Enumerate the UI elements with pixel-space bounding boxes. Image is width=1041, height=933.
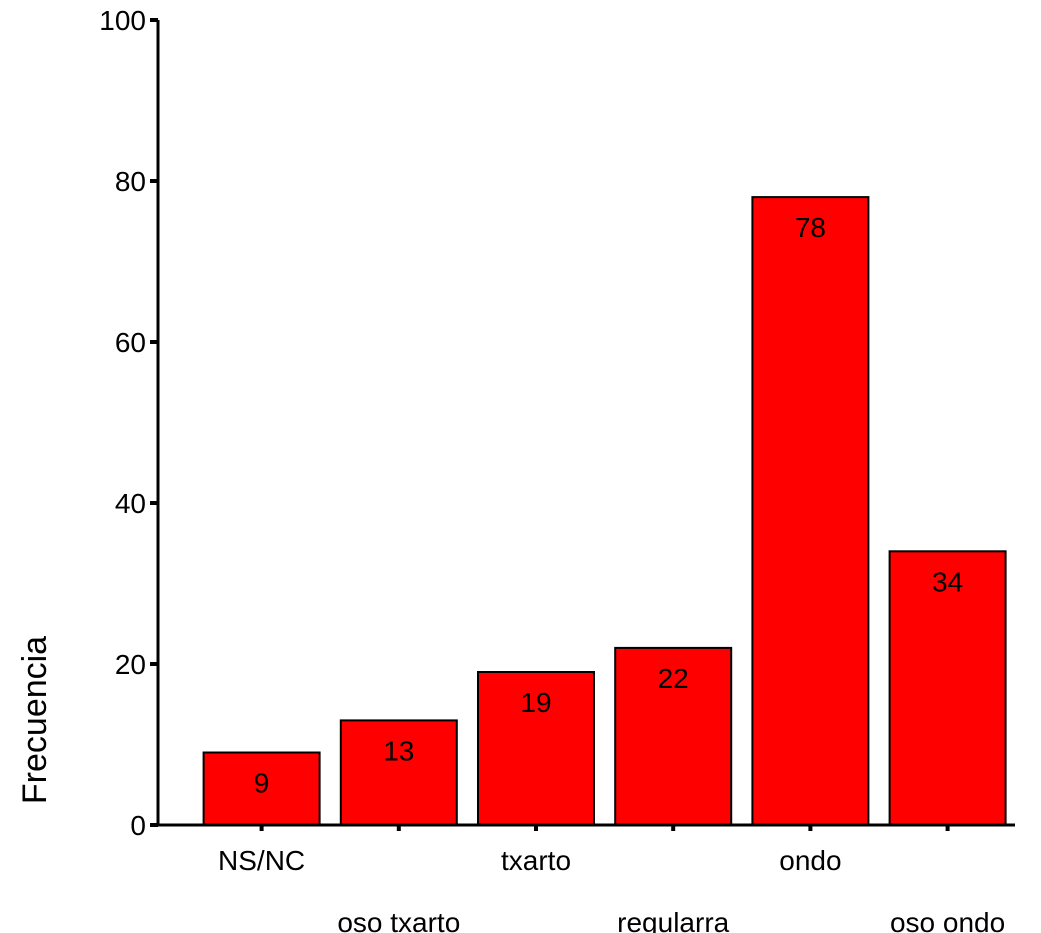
y-tick-label: 20 xyxy=(115,649,146,680)
labels-group: 9 13 19 22 78 34 xyxy=(254,212,963,798)
x-category-label: txarto xyxy=(501,845,571,876)
bar-txarto xyxy=(477,671,595,826)
bar-ondo xyxy=(751,196,870,827)
axes-group: 0 20 40 60 80 100 NS/NC oso txarto txarto regular… xyxy=(99,5,1015,933)
x-category-label: regularra xyxy=(617,907,729,933)
x-category-label: oso txarto xyxy=(337,907,460,933)
x-category-label: NS/NC xyxy=(218,845,305,876)
bar-value-label: 34 xyxy=(932,566,963,597)
y-tick-label: 80 xyxy=(115,166,146,197)
y-tick-label: 40 xyxy=(115,488,146,519)
x-category-label: ondo xyxy=(779,845,841,876)
bar-ns-nc xyxy=(202,751,321,826)
bar-value-label: 13 xyxy=(383,735,414,766)
x-category-label: oso ondo xyxy=(890,907,1005,933)
y-axis-title: Frecuencia xyxy=(16,636,54,804)
bar-value-label: 22 xyxy=(658,663,689,694)
bar-regularra xyxy=(614,646,733,827)
bar-oso-ondo xyxy=(888,550,1007,826)
bars-group xyxy=(202,196,1007,827)
y-tick-label: 0 xyxy=(130,810,146,841)
bar-value-label: 19 xyxy=(520,687,551,718)
bar-value-label: 78 xyxy=(795,212,826,243)
bar-value-label: 9 xyxy=(254,768,270,799)
y-tick-label: 100 xyxy=(99,5,146,36)
bar-oso-txarto xyxy=(339,719,458,827)
y-tick-label: 60 xyxy=(115,327,146,358)
